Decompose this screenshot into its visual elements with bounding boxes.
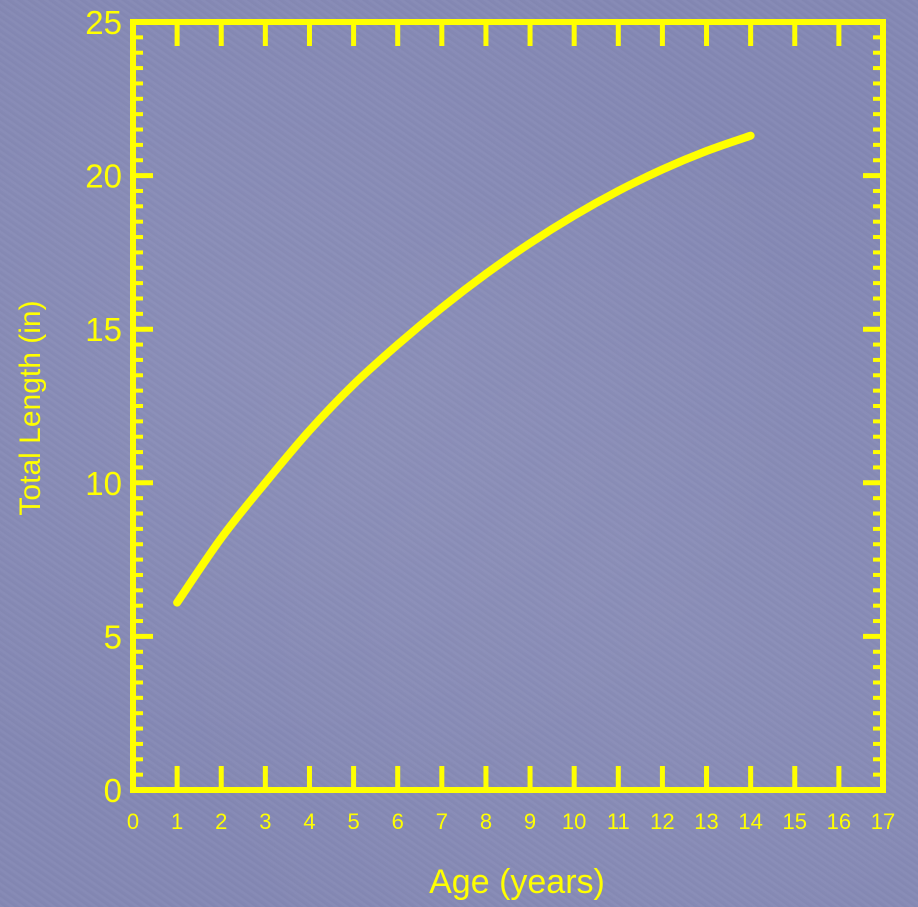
y-tick-label: 0 (104, 772, 122, 809)
x-tick-label: 12 (650, 809, 674, 834)
x-tick-label: 7 (436, 809, 448, 834)
x-tick-label: 6 (392, 809, 404, 834)
x-tick-label: 11 (607, 809, 630, 834)
x-tick-label: 2 (215, 809, 227, 834)
x-tick-label: 17 (871, 809, 895, 834)
y-tick-label: 15 (85, 311, 122, 348)
y-axis-title: Total Length (in) (14, 300, 47, 515)
series-layer (173, 131, 755, 607)
x-tick-label: 3 (259, 809, 271, 834)
y-tick-label: 10 (85, 465, 122, 502)
x-tick-label: 10 (562, 809, 586, 834)
y-tick-label: 25 (85, 4, 122, 41)
x-tick-label: 9 (524, 809, 536, 834)
plot-frame (130, 19, 886, 793)
x-tick-label: 14 (738, 809, 762, 834)
x-tick-label: 0 (127, 809, 139, 834)
x-tick-label: 4 (303, 809, 315, 834)
x-tick-label: 13 (694, 809, 718, 834)
x-tick-label: 5 (347, 809, 359, 834)
y-tick-label: 20 (85, 158, 122, 195)
x-tick-label: 16 (827, 809, 851, 834)
x-axis-title: Age (years) (429, 863, 605, 901)
x-tick-label: 15 (783, 809, 807, 834)
series-line (173, 131, 755, 607)
y-tick-label: 5 (104, 618, 122, 655)
minor-ticks (133, 20, 883, 792)
x-tick-labels: 0 1 2 3 4 5 6 7 8 9 10 11 12 13 14 15 16 17 (127, 809, 895, 834)
y-tick-labels: 0 5 10 15 20 25 (85, 4, 122, 809)
x-tick-label: 1 (171, 809, 183, 834)
x-tick-label: 8 (480, 809, 492, 834)
major-ticks (130, 19, 886, 793)
